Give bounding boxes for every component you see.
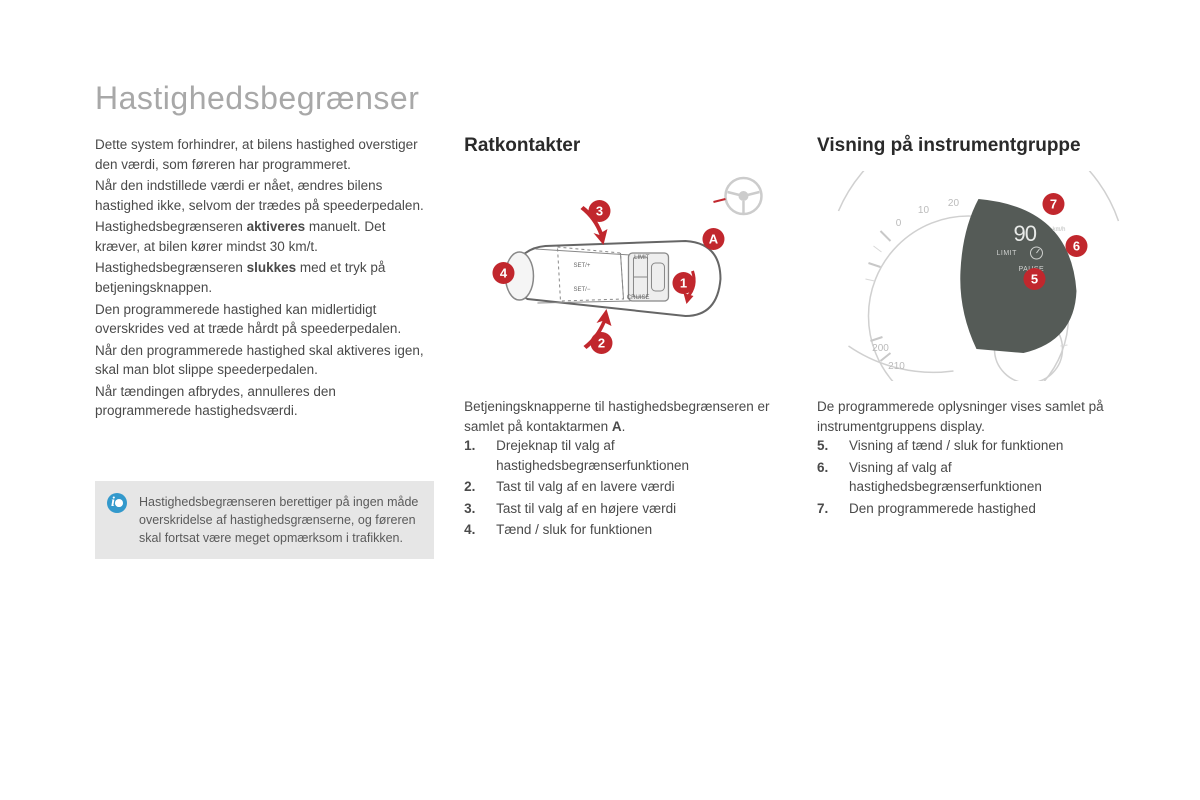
marker-3: 3	[589, 200, 611, 222]
controls-list: 1.Drejeknap til valg af hastighedsbegræn…	[464, 436, 787, 540]
svg-text:2: 2	[598, 336, 605, 351]
svg-text:4: 4	[500, 266, 508, 281]
intro-p5: Den programmerede hastighed kan midlerti…	[95, 300, 434, 339]
display-speed: 90	[1014, 221, 1037, 246]
steering-wheel-icon	[714, 178, 762, 214]
list-item: 1.Drejeknap til valg af hastighedsbegræn…	[464, 436, 787, 475]
heading-controls: Ratkontakter	[464, 135, 787, 157]
controls-lead: Betjeningsknapperne til hastighedsbegræn…	[464, 397, 787, 436]
content-columns: Dette system forhindrer, at bilens hasti…	[95, 135, 1140, 559]
intro-p2: Når den indstillede værdi er nået, ændre…	[95, 176, 434, 215]
marker-2: 2	[591, 332, 613, 354]
display-panel: 90 km/h LIMIT PAUSE	[960, 199, 1076, 353]
gauge-num: 200	[872, 343, 889, 354]
display-limit: LIMIT	[997, 250, 1018, 257]
intro-p4: Hastighedsbegrænseren slukkes med et try…	[95, 258, 434, 297]
figure-gauge: 0 10 20 210 200 90 km/h	[817, 171, 1140, 381]
list-num: 3.	[464, 499, 496, 519]
intro-p3: Hastighedsbegrænseren aktiveres manuelt.…	[95, 217, 434, 256]
svg-text:1: 1	[680, 276, 687, 291]
list-num: 2.	[464, 477, 496, 497]
svg-text:5: 5	[1031, 272, 1038, 287]
marker-1: 1	[673, 272, 695, 294]
marker-4: 4	[493, 262, 515, 284]
svg-text:3: 3	[596, 204, 603, 219]
column-controls: Ratkontakter	[464, 135, 787, 559]
svg-text:A: A	[709, 232, 719, 247]
gauge-num: 0	[896, 218, 902, 229]
list-text: Visning af valg af hastighedsbegrænserfu…	[849, 458, 1140, 497]
marker-7: 7	[1043, 193, 1065, 215]
intro-p3a: Hastighedsbegrænseren	[95, 219, 247, 234]
intro-text: Dette system forhindrer, at bilens hasti…	[95, 135, 434, 421]
label-limit: LIMIT	[634, 255, 650, 261]
svg-text:7: 7	[1050, 197, 1057, 212]
list-num: 5.	[817, 436, 849, 456]
label-cruise: CRUISE	[627, 295, 650, 301]
marker-6: 6	[1066, 235, 1088, 257]
list-text: Tast til valg af en højere værdi	[496, 499, 787, 519]
list-item: 5.Visning af tænd / sluk for funktionen	[817, 436, 1140, 456]
info-icon: i	[107, 493, 127, 513]
list-num: 7.	[817, 499, 849, 519]
list-item: 4.Tænd / sluk for funktionen	[464, 520, 787, 540]
info-callout: i Hastighedsbegrænseren berettiger på in…	[95, 481, 434, 559]
list-num: 6.	[817, 458, 849, 497]
column-display: Visning på instrumentgruppe 0 10 20	[817, 135, 1140, 559]
stalk-illustration: SET/+ SET/− LIMIT CRUISE 3 2 4 1 A	[464, 171, 787, 381]
marker-A: A	[703, 228, 725, 250]
list-text: Tast til valg af en lavere værdi	[496, 477, 787, 497]
intro-p6: Når den programmerede hastighed skal akt…	[95, 341, 434, 380]
list-num: 4.	[464, 520, 496, 540]
controls-lead-c: .	[622, 419, 626, 434]
list-num: 1.	[464, 436, 496, 475]
heading-display: Visning på instrumentgruppe	[817, 135, 1140, 157]
display-unit: km/h	[1053, 227, 1066, 233]
label-setplus: SET/+	[574, 263, 591, 269]
svg-text:6: 6	[1073, 239, 1080, 254]
display-lead: De programmerede oplysninger vises samle…	[817, 397, 1140, 436]
figure-stalk: SET/+ SET/− LIMIT CRUISE 3 2 4 1 A	[464, 171, 787, 381]
list-text: Den programmerede hastighed	[849, 499, 1140, 519]
gauge-num: 20	[948, 198, 960, 209]
gauge-illustration: 0 10 20 210 200 90 km/h	[817, 171, 1140, 381]
intro-p7: Når tændingen afbrydes, annulleres den p…	[95, 382, 434, 421]
label-setminus: SET/−	[574, 287, 591, 293]
list-item: 2.Tast til valg af en lavere værdi	[464, 477, 787, 497]
column-intro: Dette system forhindrer, at bilens hasti…	[95, 135, 434, 559]
intro-p1: Dette system forhindrer, at bilens hasti…	[95, 135, 434, 174]
list-text: Tænd / sluk for funktionen	[496, 520, 787, 540]
list-item: 3.Tast til valg af en højere værdi	[464, 499, 787, 519]
controls-lead-b: A	[612, 419, 622, 434]
gauge-num: 210	[888, 361, 905, 372]
intro-p4b: slukkes	[247, 260, 297, 275]
gauge-num: 10	[918, 205, 930, 216]
list-text: Drejeknap til valg af hastighedsbegrænse…	[496, 436, 787, 475]
intro-p3b: aktiveres	[247, 219, 306, 234]
intro-p4a: Hastighedsbegrænseren	[95, 260, 247, 275]
list-item: 6.Visning af valg af hastighedsbegrænser…	[817, 458, 1140, 497]
list-text: Visning af tænd / sluk for funktionen	[849, 436, 1140, 456]
page-title: Hastighedsbegrænser	[95, 80, 1140, 117]
info-text: Hastighedsbegrænseren berettiger på inge…	[139, 495, 418, 545]
list-item: 7.Den programmerede hastighed	[817, 499, 1140, 519]
display-list: 5.Visning af tænd / sluk for funktionen …	[817, 436, 1140, 518]
marker-5: 5	[1024, 268, 1046, 290]
